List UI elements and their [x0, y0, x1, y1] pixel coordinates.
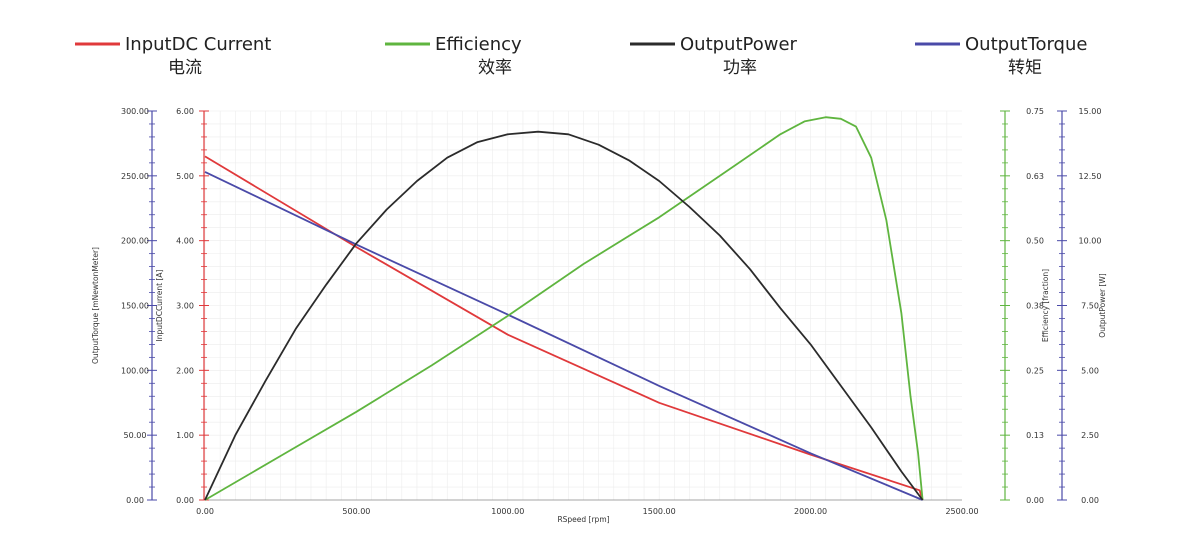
legend-sublabel-torque: 转矩: [1008, 58, 1042, 78]
y-tick-label-efficiency: 0.50: [1026, 237, 1044, 246]
y-tick-label-current: 1.00: [176, 431, 194, 440]
series-line-current: [204, 155, 924, 501]
y-tick-label-torque: 100.00: [121, 366, 149, 375]
x-axis-title: RSpeed [rpm]: [557, 515, 609, 524]
y-tick-label-efficiency: 0.38: [1026, 302, 1044, 311]
y-tick-label-efficiency: 0.75: [1026, 107, 1044, 116]
y-tick-label-efficiency: 0.00: [1026, 496, 1044, 505]
y-tick-label-power: 2.50: [1081, 431, 1099, 440]
series-line-efficiency: [204, 116, 924, 501]
y-tick-label-power: 7.50: [1081, 302, 1099, 311]
legend: InputDC Current 电流 Efficiency 效率 OutputPower…: [75, 34, 1087, 78]
y-tick-label-torque: 150.00: [121, 302, 149, 311]
y-tick-label-power: 15.00: [1079, 107, 1102, 116]
y-axis-title-torque: OutputTorque [mNewtonMeter]: [91, 247, 100, 364]
y-tick-label-torque: 300.00: [121, 107, 149, 116]
y-tick-label-current: 5.00: [176, 172, 194, 181]
legend-label-power: OutputPower: [680, 34, 798, 55]
series-line-power: [204, 130, 924, 501]
y-tick-label-power: 0.00: [1081, 496, 1099, 505]
x-tick-label: 500.00: [342, 507, 370, 516]
y-axis-title-power: OutputPower [W]: [1098, 273, 1107, 337]
x-tick-label: 1000.00: [491, 507, 524, 516]
legend-label-current: InputDC Current: [125, 34, 271, 55]
y-axis-title-current: InputDCCurrent [A]: [155, 269, 164, 341]
y-tick-label-power: 5.00: [1081, 366, 1099, 375]
legend-sublabel-power: 功率: [723, 58, 757, 78]
y-tick-label-current: 2.00: [176, 366, 194, 375]
y-tick-label-power: 10.00: [1079, 237, 1102, 246]
legend-sublabel-current: 电流: [168, 58, 202, 78]
y-tick-label-efficiency: 0.13: [1026, 431, 1044, 440]
legend-label-torque: OutputTorque: [965, 34, 1087, 55]
legend-sublabel-efficiency: 效率: [478, 58, 512, 78]
y-tick-label-torque: 50.00: [124, 431, 147, 440]
grid: [204, 110, 962, 501]
y-tick-label-current: 6.00: [176, 107, 194, 116]
y-tick-label-torque: 250.00: [121, 172, 149, 181]
y-tick-label-torque: 0.00: [126, 496, 144, 505]
y-tick-label-current: 0.00: [176, 496, 194, 505]
axes: 0.00 500.00 1000.00 1500.00 2000.00 2500.00 0.…: [91, 107, 1107, 516]
series-line-torque: [204, 171, 923, 501]
y-tick-label-power: 12.50: [1079, 172, 1102, 181]
y-tick-label-current: 4.00: [176, 237, 194, 246]
x-tick-label: 1500.00: [643, 507, 676, 516]
y-axis-title-efficiency: Efficiency [fraction]: [1041, 269, 1050, 342]
y-tick-label-efficiency: 0.25: [1026, 366, 1044, 375]
y-tick-label-torque: 200.00: [121, 237, 149, 246]
y-tick-label-efficiency: 0.63: [1026, 172, 1044, 181]
series-group: [204, 116, 924, 501]
x-tick-label: 2500.00: [945, 507, 978, 516]
y-tick-label-current: 3.00: [176, 302, 194, 311]
x-tick-label: 2000.00: [794, 507, 827, 516]
x-tick-label: 0.00: [196, 507, 214, 516]
legend-label-efficiency: Efficiency: [435, 34, 522, 55]
